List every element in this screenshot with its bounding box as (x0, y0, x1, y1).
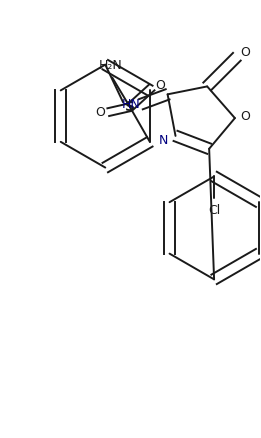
Text: Cl: Cl (208, 204, 220, 217)
Text: O: O (240, 46, 250, 59)
Text: H₂N: H₂N (98, 59, 122, 72)
Text: HN: HN (122, 98, 140, 111)
Text: O: O (155, 79, 165, 92)
Text: S: S (125, 100, 135, 114)
Text: N: N (159, 134, 168, 147)
Text: O: O (240, 110, 250, 123)
Text: O: O (96, 106, 105, 119)
